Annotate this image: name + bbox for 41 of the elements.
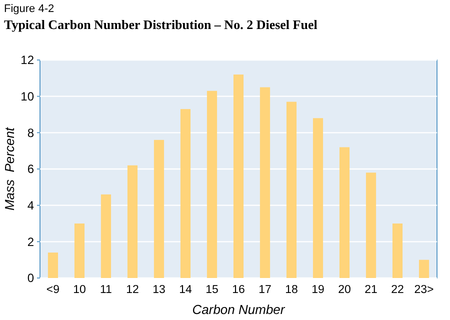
bar <box>339 147 350 278</box>
x-tick-label: 14 <box>179 284 192 296</box>
x-tick-label: 23> <box>414 284 434 296</box>
x-tick-label: 18 <box>285 284 298 296</box>
x-tick-label: 13 <box>152 284 166 296</box>
x-tick-label: 12 <box>126 284 139 296</box>
caption: Figure 4-2 <box>4 3 54 15</box>
y-tick-label: 8 <box>27 126 34 140</box>
x-axis-title: Carbon Number <box>192 302 286 317</box>
bar <box>366 172 376 278</box>
y-tick-label: 12 <box>20 53 34 68</box>
x-tick-label: 15 <box>206 284 218 296</box>
bar <box>127 165 138 278</box>
bar <box>206 90 218 278</box>
bar <box>74 224 85 278</box>
y-tick-label: 0 <box>27 271 34 286</box>
bar <box>418 260 430 278</box>
x-tick-label: <9 <box>46 284 60 296</box>
x-tick-label: 21 <box>364 284 378 296</box>
bar <box>100 194 112 278</box>
y-tick-label: 10 <box>20 90 34 104</box>
bar <box>312 118 324 278</box>
x-tick-label: 17 <box>258 284 272 296</box>
x-tick-label: 20 <box>338 284 351 296</box>
y-tick-label: 6 <box>27 162 34 176</box>
x-tick-label: 22 <box>391 284 404 296</box>
y-tick-label: 2 <box>27 234 34 249</box>
bar <box>48 252 58 278</box>
x-tick-label: 10 <box>73 284 86 296</box>
bar <box>154 140 164 278</box>
x-tick-label: 11 <box>100 284 112 296</box>
bar <box>260 87 270 278</box>
bar <box>392 224 403 278</box>
x-tick-label: 19 <box>312 284 324 296</box>
bar <box>180 109 191 278</box>
bar <box>286 102 297 278</box>
y-axis-title: Mass Percent <box>2 126 17 211</box>
x-tick-label: 16 <box>232 284 245 296</box>
bar <box>233 74 244 278</box>
chart-title: Typical Carbon Number Distribution – No. 2 Diesel Fuel <box>4 17 318 32</box>
y-tick-label: 4 <box>27 198 34 213</box>
